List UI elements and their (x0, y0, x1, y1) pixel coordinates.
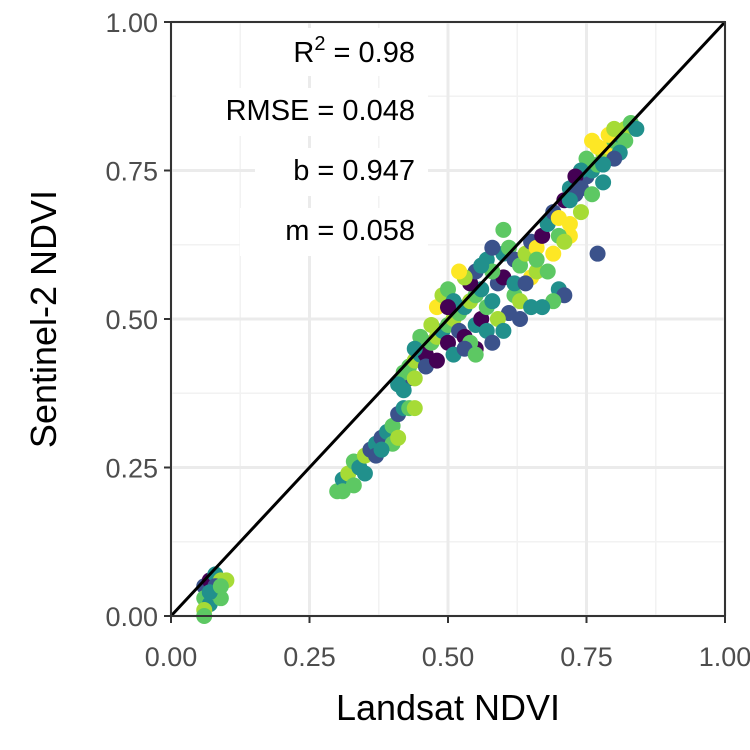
data-point (373, 441, 390, 458)
data-point (390, 429, 407, 446)
data-point (584, 186, 601, 203)
data-point (578, 150, 595, 167)
data-point (567, 168, 584, 185)
data-point (473, 257, 490, 274)
data-point (506, 275, 523, 292)
data-point (428, 299, 445, 316)
stats-label-bg (240, 208, 428, 256)
data-point (484, 334, 501, 351)
stats-label-bg (248, 28, 428, 76)
data-point (212, 578, 229, 595)
data-point (523, 299, 540, 316)
data-point (495, 221, 512, 238)
data-point (584, 132, 601, 149)
data-point (517, 275, 534, 292)
data-point (495, 322, 512, 339)
data-point (440, 299, 456, 316)
reference-line (169, 20, 727, 618)
stats-label-bg (176, 88, 428, 136)
data-point (467, 346, 484, 363)
data-point (512, 257, 529, 274)
data-point (572, 204, 589, 221)
data-point (500, 239, 517, 256)
data-point (534, 299, 551, 316)
data-point (528, 239, 545, 256)
x-axis-title: Landsat NDVI (336, 687, 560, 728)
y-tick-label: 1.00 (105, 8, 158, 38)
data-point (595, 156, 612, 173)
data-point (451, 263, 468, 280)
x-tick-label: 0.25 (283, 642, 336, 672)
data-point (473, 311, 490, 327)
data-point (512, 311, 529, 327)
stats-annotation: R2 = 0.98 RMSE = 0.048 b = 0.947 m = 0.0… (176, 28, 428, 256)
m-label: m = 0.058 (285, 215, 415, 247)
data-points (196, 114, 645, 624)
data-point (390, 376, 407, 393)
y-tick-label: 0.50 (105, 305, 158, 335)
data-point (484, 239, 501, 256)
y-tick-label: 0.25 (105, 454, 158, 484)
data-point (406, 370, 423, 387)
r2-label: R2 = 0.98 (293, 33, 415, 69)
data-point (428, 352, 445, 369)
data-point (595, 174, 612, 191)
b-label: b = 0.947 (293, 155, 415, 187)
data-point (556, 233, 573, 250)
r2-superscript: 2 (314, 33, 325, 55)
y-tick-label: 0.75 (105, 157, 158, 187)
r2-value: = 0.98 (326, 37, 416, 69)
data-point (534, 227, 551, 244)
data-point (528, 251, 545, 268)
data-point (384, 417, 401, 434)
data-point (334, 483, 351, 500)
data-point (412, 328, 429, 345)
tick-labels: 0.00 0.25 0.50 0.75 1.00 0.00 0.25 0.50 0.75 1.00 (105, 8, 750, 672)
x-tick-label: 0.75 (560, 642, 613, 672)
y-tick-label: 0.00 (105, 602, 158, 632)
data-point (440, 281, 456, 298)
data-point (589, 245, 606, 262)
data-point (423, 316, 440, 333)
data-point (356, 465, 373, 482)
data-point (561, 192, 578, 209)
data-point (440, 334, 456, 351)
x-tick-label: 0.50 (422, 642, 475, 672)
x-tick-label: 0.00 (145, 642, 198, 672)
data-point (617, 132, 634, 149)
r2-base: R (293, 37, 314, 69)
rmse-label: RMSE = 0.048 (226, 95, 415, 127)
data-point (528, 263, 545, 280)
data-point (489, 311, 506, 327)
data-point (478, 322, 495, 339)
data-point (406, 340, 423, 357)
y-axis-title: Sentinel-2 NDVI (23, 190, 64, 448)
axis-ticks (164, 21, 726, 623)
data-point (545, 245, 562, 262)
data-point (628, 120, 645, 137)
data-point (561, 215, 578, 232)
x-tick-label: 1.00 (699, 642, 750, 672)
data-point (484, 293, 501, 310)
data-point (606, 120, 623, 137)
data-point (406, 400, 423, 417)
data-point (539, 263, 556, 280)
stats-label-bg (255, 148, 428, 196)
